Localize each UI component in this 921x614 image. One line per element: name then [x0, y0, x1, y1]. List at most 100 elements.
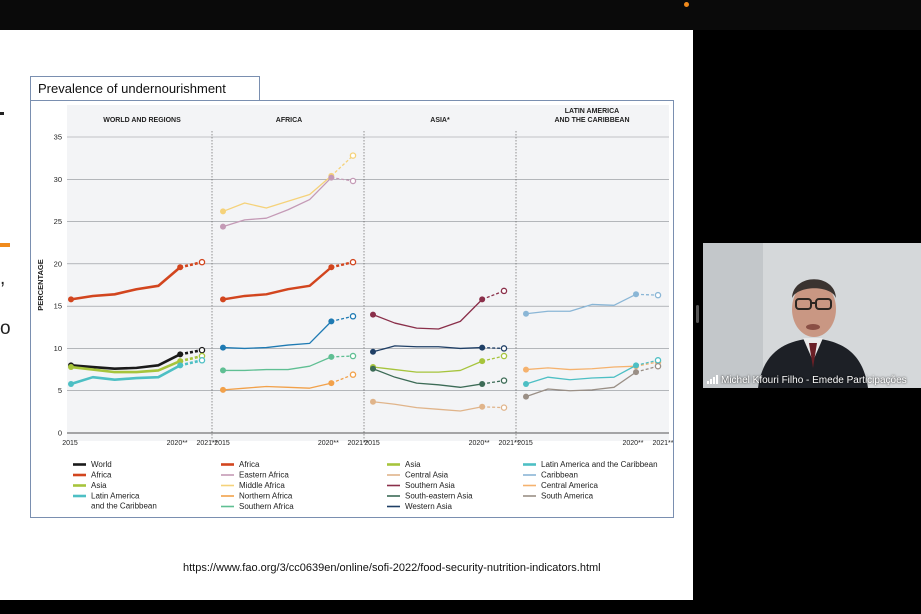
point-2021-0-3 — [198, 357, 206, 364]
series-line-1-1 — [222, 177, 332, 228]
series-line-0-3 — [70, 364, 181, 386]
point-2020-0-1 — [177, 264, 184, 271]
series-projection-3-1 — [635, 361, 659, 367]
point-2021-2-3 — [500, 377, 508, 384]
slide-cut-text-2: o — [0, 318, 11, 339]
series-line-0-0 — [70, 353, 181, 371]
series-projection-0-1 — [179, 260, 203, 269]
series-projection-3-2 — [635, 359, 659, 366]
point-2021-1-1 — [349, 177, 357, 185]
recording-indicator-icon — [684, 2, 689, 7]
series-projection-2-3 — [482, 379, 505, 385]
x-tick-2021-panel-1: 2021** — [347, 440, 368, 447]
source-url[interactable]: https://www.fao.org/3/cc0639en/online/so… — [183, 562, 601, 574]
point-2020-1-2 — [328, 264, 335, 271]
point-2021-3-2 — [654, 357, 662, 364]
series-line-1-2 — [222, 266, 333, 301]
point-2021-3-0 — [654, 291, 662, 299]
point-2020-3-3 — [633, 369, 639, 376]
point-start-1-0 — [220, 208, 226, 215]
legend-label-1-4: Southern Africa — [239, 502, 294, 511]
series-line-2-3 — [372, 368, 483, 388]
series-line-1-3 — [222, 382, 332, 391]
legend-label-1-1: Eastern Africa — [239, 471, 289, 480]
point-start-2-0 — [370, 311, 376, 318]
series-projection-3-0 — [635, 293, 659, 296]
point-2020-0-3 — [177, 362, 184, 369]
point-2020-2-3 — [479, 380, 486, 387]
series-projection-2-4 — [482, 406, 505, 409]
series-line-3-3 — [525, 371, 637, 398]
legend-label-3-3: South America — [541, 492, 594, 501]
point-start-3-2 — [523, 380, 529, 387]
point-2021-1-0 — [349, 152, 357, 159]
legend-label-2-2: Southern Asia — [405, 481, 455, 490]
y-tick-label-25: 25 — [54, 217, 62, 226]
panel-title-3-line2: AND THE CARIBBEAN — [554, 117, 629, 124]
series-projection-1-5 — [331, 315, 354, 322]
point-start-2-4 — [370, 398, 376, 405]
series-line-1-4 — [223, 356, 332, 372]
legend-label-0-3-line1: Latin America — [91, 492, 140, 501]
series-projection-0-2 — [179, 354, 203, 363]
x-tick-2015-panel-0: 2015 — [62, 440, 78, 447]
panel-title-2: ASIA* — [430, 117, 450, 124]
legend-label-0-0: World — [91, 460, 112, 469]
x-tick-2021-panel-0: 2021** — [196, 440, 217, 447]
point-start-0-2 — [68, 364, 74, 371]
legend-label-2-3: South-eastern Asia — [405, 492, 473, 501]
point-2021-0-1 — [198, 258, 206, 266]
legend-label-2-4: Western Asia — [405, 502, 453, 511]
legend-label-3-0: Latin America and the Caribbean — [541, 460, 658, 469]
series-line-2-1 — [372, 345, 483, 353]
shared-screen-slide: , o Prevalence of undernourishment 0 5 10 1… — [0, 30, 693, 600]
x-tick-2021-panel-2: 2021** — [498, 440, 519, 447]
participant-video-tile[interactable]: Michel Kfouri Filho - Emede Participaçõe… — [703, 243, 921, 388]
point-2020-2-1 — [479, 344, 486, 351]
series-projection-1-4 — [331, 355, 354, 358]
series-line-0-2 — [70, 359, 181, 374]
x-tick-2020-panel-3: 2020** — [622, 440, 643, 447]
point-2020-0-2 — [177, 358, 184, 365]
x-tick-2021-panel-3: 2021** — [652, 440, 673, 447]
slide-cut-text-1: , — [0, 268, 6, 289]
y-tick-label-35: 35 — [54, 133, 62, 142]
series-line-2-0 — [372, 298, 483, 330]
series-line-3-0 — [525, 293, 637, 315]
point-start-2-3 — [370, 365, 376, 372]
legend-label-3-2: Central America — [541, 481, 598, 490]
x-tick-2015-panel-3: 2015 — [517, 440, 533, 447]
participant-name: Michel Kfouri Filho - Emede Participaçõe… — [721, 375, 907, 386]
slide-accent-dash — [0, 243, 10, 247]
series-projection-1-3 — [331, 374, 354, 384]
point-start-0-1 — [68, 296, 74, 303]
series-projection-0-3 — [179, 359, 203, 367]
series-projection-1-2 — [331, 260, 354, 269]
legend-label-1-3: Northern Africa — [239, 492, 293, 501]
series-projection-2-1 — [482, 346, 505, 350]
resize-handle[interactable] — [696, 305, 699, 323]
point-start-3-1 — [523, 366, 529, 373]
y-tick-label-0: 0 — [58, 429, 62, 438]
plot-background — [67, 105, 669, 441]
point-start-3-3 — [523, 393, 529, 400]
y-tick-label-30: 30 — [54, 175, 62, 184]
participant-video-feed — [703, 243, 921, 388]
series-projection-3-3 — [635, 365, 659, 373]
point-2020-1-5 — [328, 318, 335, 325]
point-start-0-3 — [68, 380, 74, 387]
point-2020-0-0 — [177, 351, 184, 358]
point-2021-1-4 — [349, 352, 357, 360]
chart-frame: 0 5 10 15 20 25 30 35 PERCENTAGE WORLD AND REGION… — [30, 100, 674, 518]
meeting-top-bar — [0, 0, 921, 30]
y-tick-label-20: 20 — [54, 259, 62, 268]
point-2020-1-4 — [328, 353, 335, 360]
legend-label-2-0: Asia — [405, 460, 421, 469]
legend-label-1-0: Africa — [239, 460, 260, 469]
x-tick-2015-panel-2: 2015 — [364, 440, 380, 447]
point-2021-2-4 — [500, 404, 508, 411]
point-start-1-1 — [220, 223, 226, 230]
point-start-1-3 — [220, 386, 226, 393]
point-2021-2-2 — [500, 352, 508, 360]
series-projection-1-1 — [331, 176, 354, 182]
